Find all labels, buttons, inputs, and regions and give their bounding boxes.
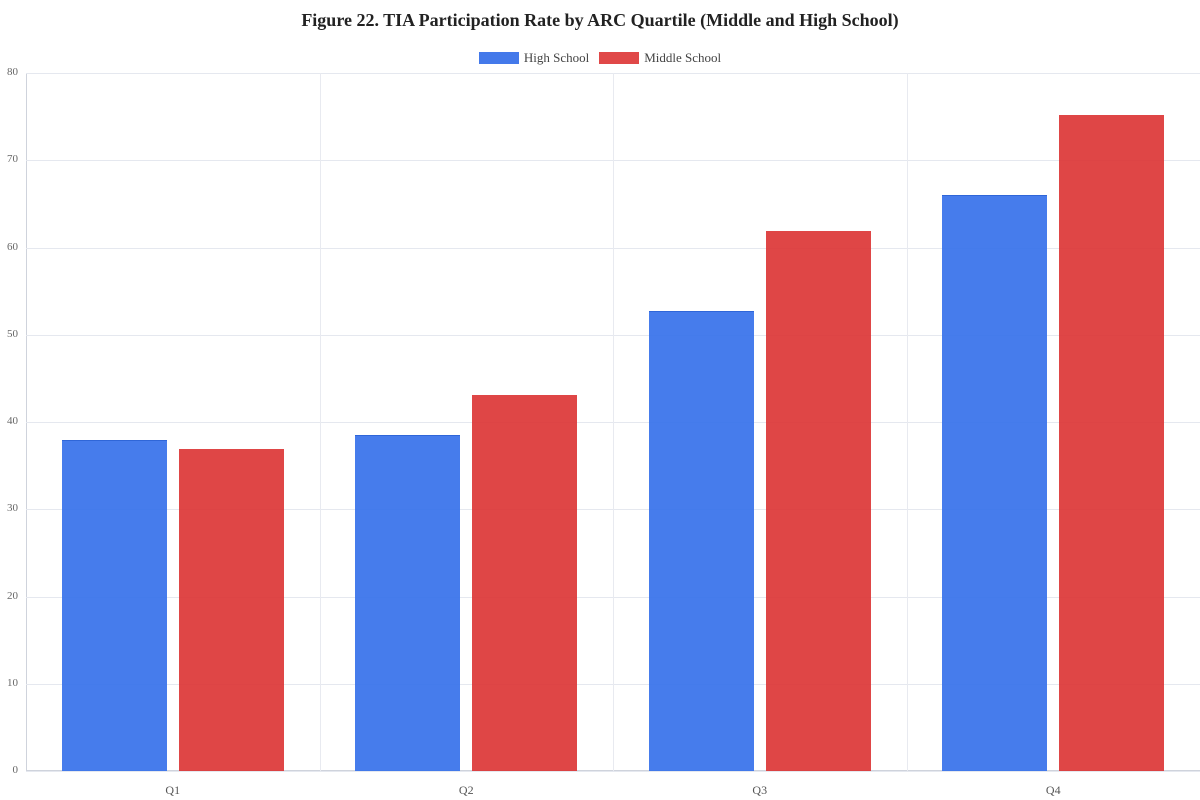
bar-middle-school-q2[interactable] — [472, 394, 578, 771]
x-tick-label: Q4 — [1045, 783, 1061, 797]
legend-swatch-high-school — [478, 52, 519, 64]
y-tick-label: 40 — [7, 415, 18, 427]
bar-middle-school-q1[interactable] — [178, 449, 284, 771]
x-tick-label: Q1 — [165, 783, 181, 797]
x-tick-label: Q3 — [752, 783, 768, 797]
legend: High School Middle School — [0, 50, 1200, 66]
y-tick-label: 10 — [7, 676, 18, 689]
bar-high-school-q1[interactable] — [61, 440, 167, 771]
y-tick-label: 60 — [7, 240, 18, 253]
y-tick-label: 30 — [7, 502, 18, 515]
bar-high-school-q2[interactable] — [355, 434, 461, 771]
gridline-y — [26, 771, 1200, 772]
bar-middle-school-q4[interactable] — [1059, 114, 1165, 771]
y-tick-label: 80 — [7, 66, 18, 78]
legend-item-high-school[interactable]: High School — [478, 50, 590, 66]
gridline-x — [319, 73, 321, 771]
bar-high-school-q4[interactable] — [942, 195, 1048, 771]
y-tick-label: 50 — [7, 327, 18, 340]
y-tick-label: 70 — [7, 153, 18, 166]
gridline-x — [906, 73, 908, 771]
plot-area — [26, 73, 1200, 772]
chart-title: Figure 22. TIA Participation Rate by ARC… — [301, 10, 899, 30]
y-tick-label: 0 — [12, 764, 19, 776]
y-tick-label: 20 — [7, 589, 18, 602]
legend-swatch-middle-school — [599, 52, 640, 64]
legend-label-middle-school: Middle School — [644, 50, 722, 65]
bar-middle-school-q3[interactable] — [765, 230, 871, 771]
bar-high-school-q3[interactable] — [648, 311, 754, 771]
gridline-x — [613, 73, 614, 771]
x-tick-label: Q2 — [458, 783, 474, 797]
legend-item-middle-school[interactable]: Middle School — [599, 50, 721, 66]
legend-label-high-school: High School — [523, 50, 590, 65]
